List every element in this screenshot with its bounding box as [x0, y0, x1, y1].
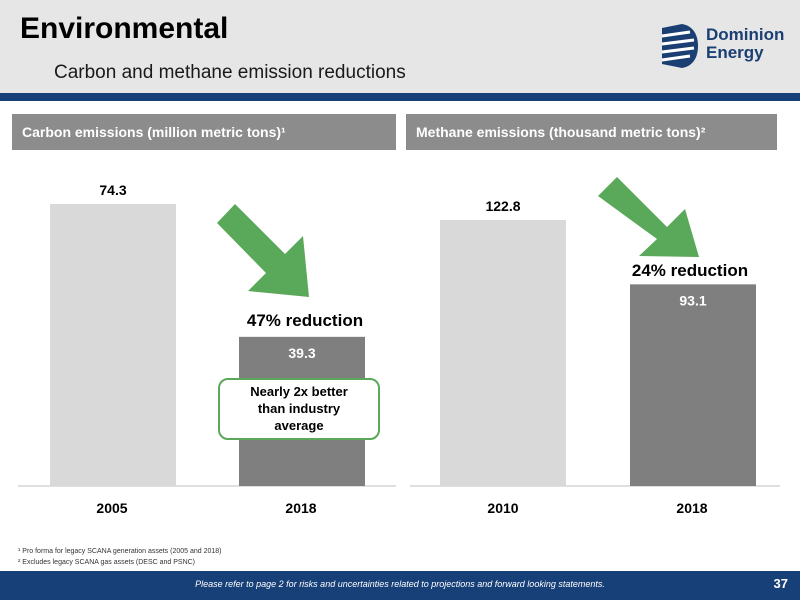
- carbon-down-arrow-icon: [217, 204, 309, 297]
- methane-category-2018: 2018: [676, 500, 707, 516]
- methane-value-2010: 122.8: [485, 198, 520, 214]
- methane-reduction-label: 24% reduction: [632, 261, 748, 280]
- callout-line-3: average: [274, 418, 324, 433]
- carbon-bar-2005: [50, 204, 176, 486]
- company-logo: Dominion Energy: [660, 22, 790, 72]
- page-number: 37: [773, 576, 788, 591]
- methane-bar-2010: [440, 220, 566, 486]
- logo-line-1: Dominion: [706, 25, 785, 44]
- slide-header: Environmental Carbon and methane emissio…: [0, 0, 800, 93]
- carbon-category-2005: 2005: [96, 500, 127, 516]
- footnotes: ¹ Pro forma for legacy SCANA generation …: [18, 546, 222, 568]
- footnote-2: ² Excludes legacy SCANA gas assets (DESC…: [18, 559, 196, 566]
- methane-category-2010: 2010: [487, 500, 518, 516]
- callout-line-1: Nearly 2x better: [250, 384, 348, 399]
- methane-panel-header: Methane emissions (thousand metric tons)…: [406, 114, 777, 150]
- page-title: Environmental: [20, 12, 229, 45]
- industry-comparison-callout: Nearly 2x better than industry average: [218, 378, 380, 440]
- logo-wordmark: Dominion Energy: [706, 26, 784, 62]
- carbon-reduction-label: 47% reduction: [247, 311, 363, 330]
- callout-line-2: than industry: [257, 401, 341, 416]
- slide-footer: Please refer to page 2 for risks and unc…: [0, 571, 800, 600]
- carbon-value-2018: 39.3: [288, 345, 315, 361]
- logo-line-2: Energy: [706, 43, 764, 62]
- methane-value-2018: 93.1: [679, 292, 706, 308]
- carbon-value-2005: 74.3: [99, 182, 126, 198]
- footnote-1: ¹ Pro forma for legacy SCANA generation …: [18, 548, 222, 555]
- carbon-panel-header: Carbon emissions (million metric tons)¹: [12, 114, 396, 150]
- carbon-category-2018: 2018: [285, 500, 316, 516]
- methane-bar-2018: [630, 284, 756, 486]
- methane-down-arrow-icon: [598, 177, 699, 257]
- footer-disclaimer: Please refer to page 2 for risks and unc…: [195, 579, 605, 589]
- logo-mark-icon: [661, 24, 698, 68]
- page-subtitle: Carbon and methane emission reductions: [54, 62, 406, 83]
- header-divider: [0, 93, 800, 101]
